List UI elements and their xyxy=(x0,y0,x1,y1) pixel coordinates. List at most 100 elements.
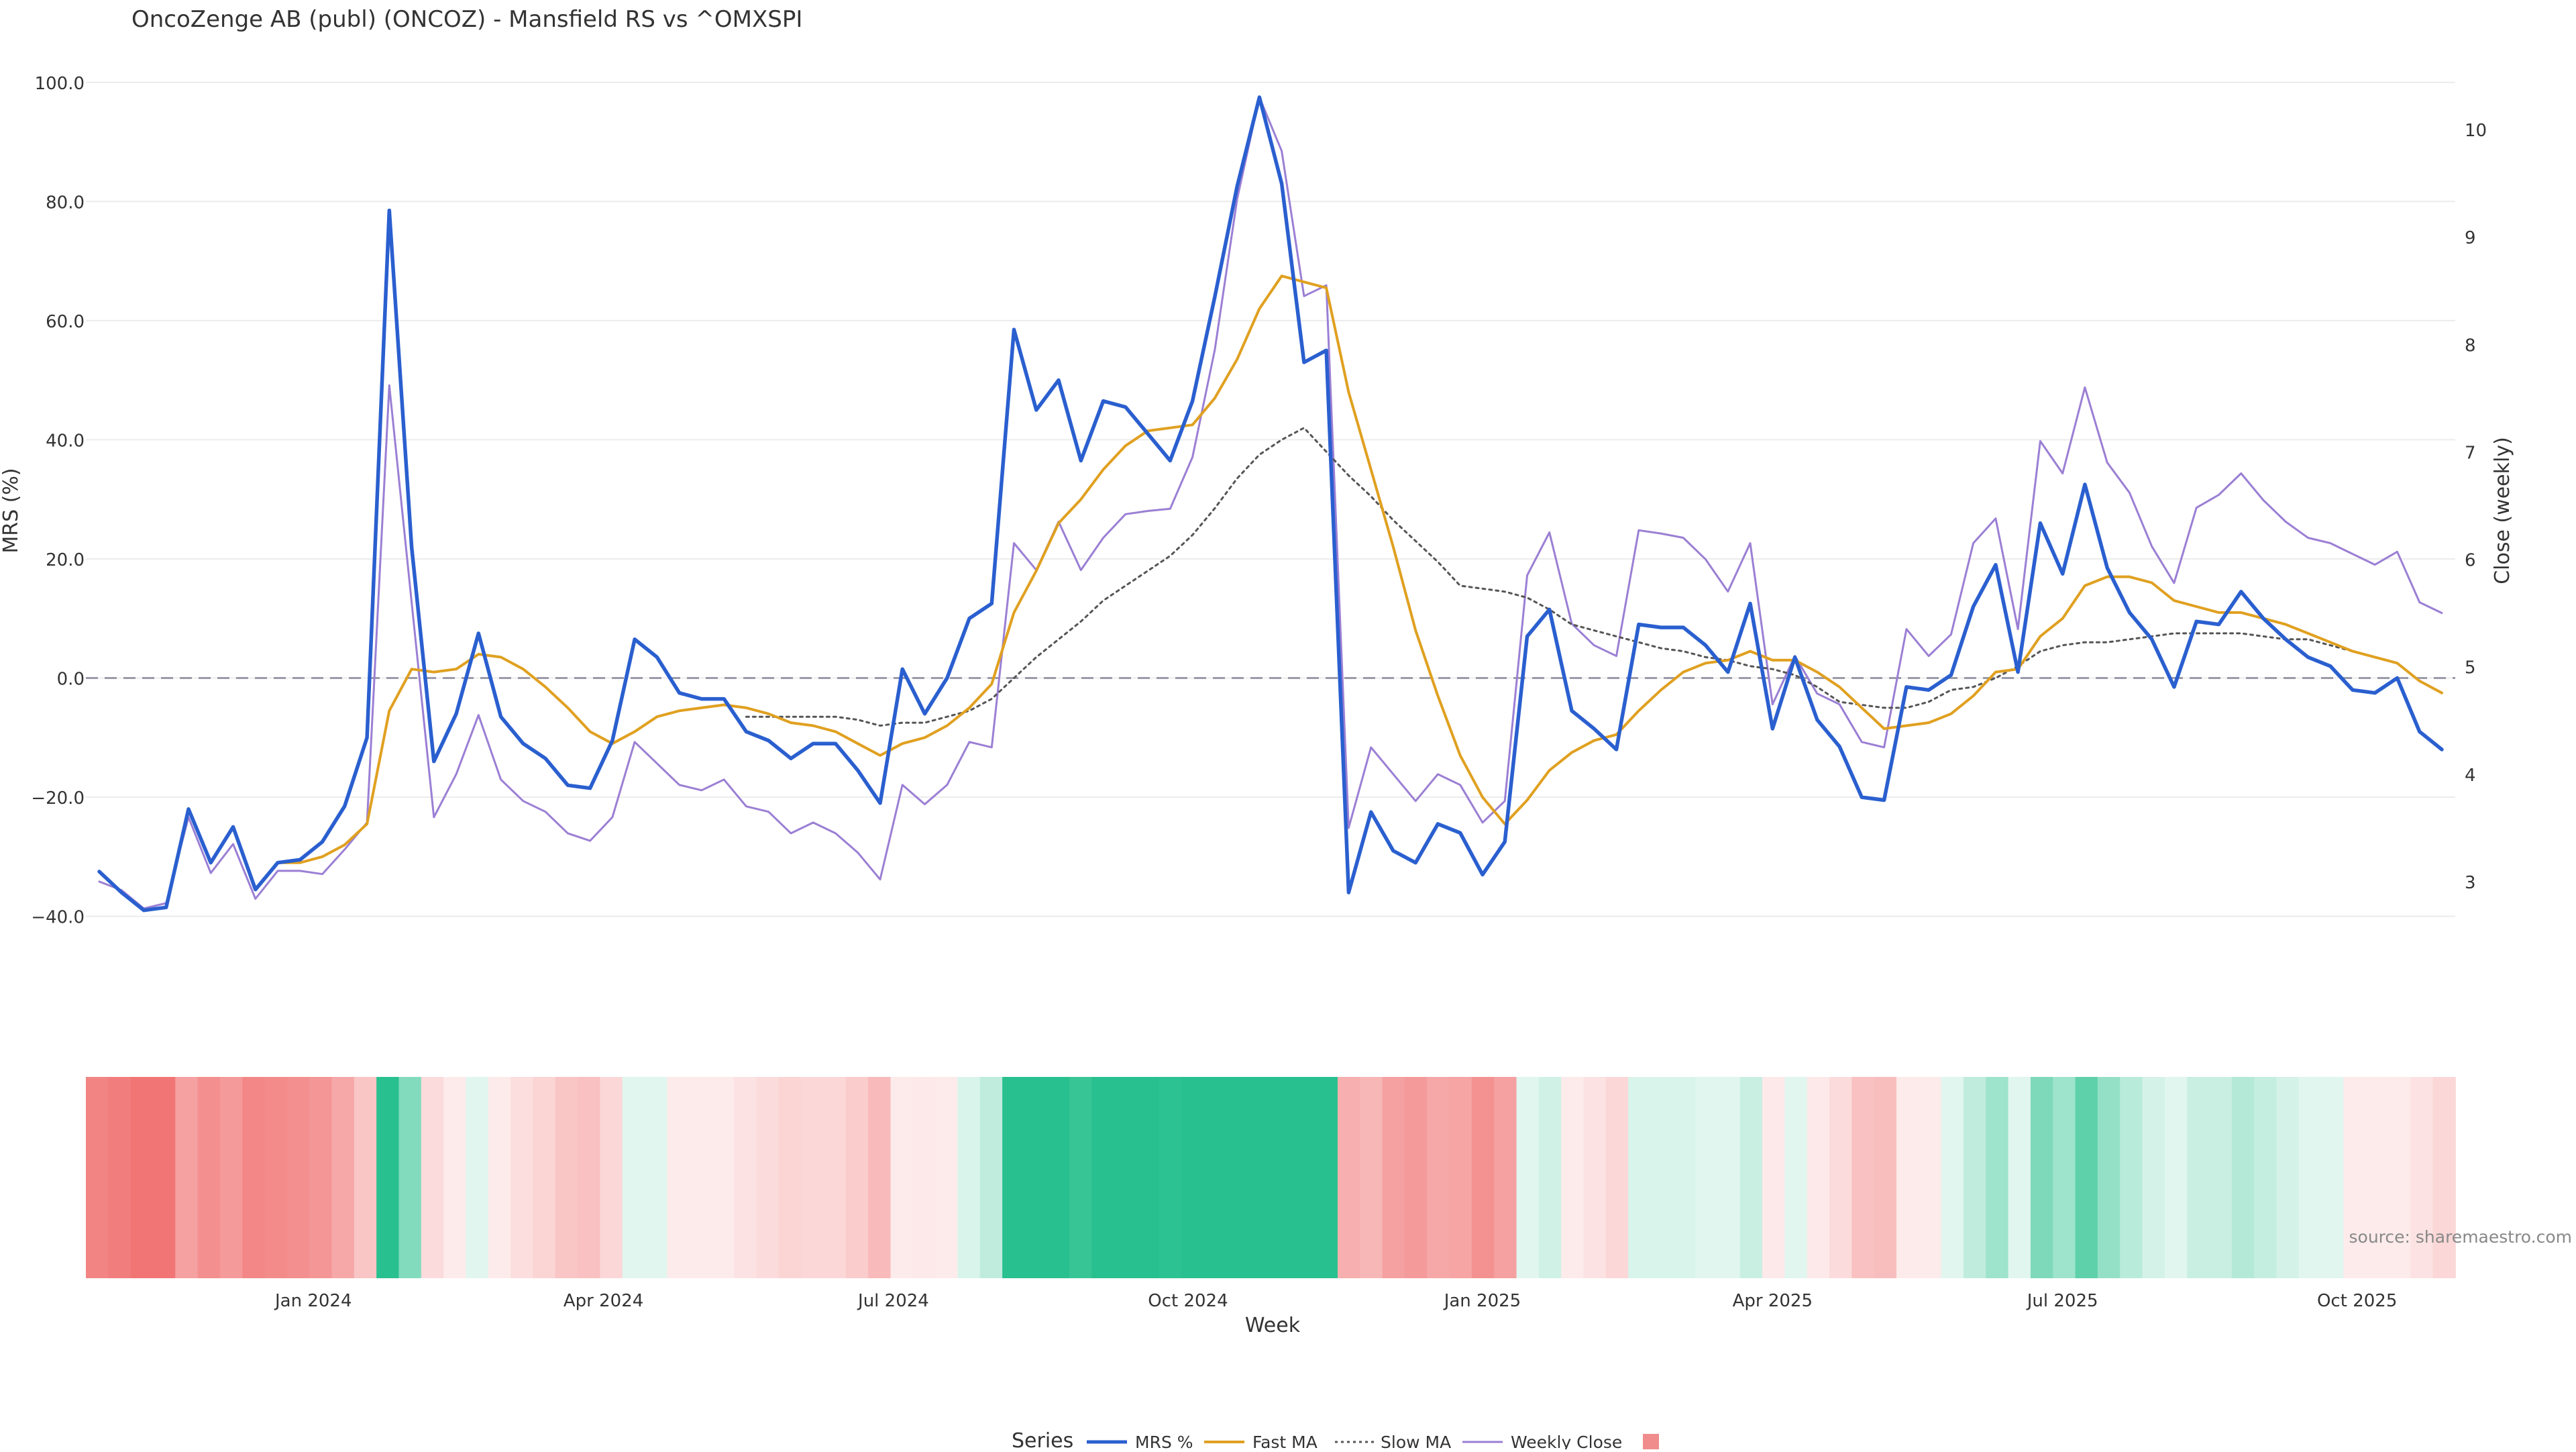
legend: Series MRS % Fast MA Slow MA Weekly Clos… xyxy=(1012,1429,1659,1452)
rs-band-cell-8 xyxy=(264,1077,288,1278)
x-tick-0: Jan 2024 xyxy=(274,1291,352,1311)
rs-band-cell-52 xyxy=(1248,1077,1271,1278)
rs-band-cell-37 xyxy=(912,1077,936,1278)
rs-band-cell-73 xyxy=(1717,1077,1741,1278)
chart-title: OncoZenge AB (publ) (ONCOZ) - Mansfield … xyxy=(131,6,802,33)
rs-band-cell-77 xyxy=(1807,1077,1830,1278)
rs-band-cell-38 xyxy=(935,1077,959,1278)
rs-band-cell-44 xyxy=(1069,1077,1093,1278)
rs-band-cell-31 xyxy=(778,1077,802,1278)
rs-band-cell-101 xyxy=(2343,1077,2367,1278)
rs-band-cell-85 xyxy=(1986,1077,2009,1278)
rs-band-cell-20 xyxy=(533,1077,556,1278)
series-line-mrs xyxy=(97,95,2444,913)
rs-band-cell-103 xyxy=(2388,1077,2412,1278)
rs-band-cell-30 xyxy=(756,1077,780,1278)
source-text: source: sharemaestro.com xyxy=(2349,1227,2573,1247)
rs-band-cell-94 xyxy=(2187,1077,2210,1278)
legend-item-fast-ma[interactable]: Fast MA xyxy=(1204,1433,1318,1452)
rs-band-cell-68 xyxy=(1605,1077,1629,1278)
rs-band-cell-45 xyxy=(1091,1077,1115,1278)
x-axis-label: Week xyxy=(1245,1314,1301,1337)
rs-band-cell-39 xyxy=(957,1077,981,1278)
rs-band-cell-51 xyxy=(1226,1077,1249,1278)
rs-band-cell-86 xyxy=(2008,1077,2031,1278)
rs-band-cell-100 xyxy=(2321,1077,2345,1278)
rs-band-cell-9 xyxy=(286,1077,311,1278)
rs-band-cell-72 xyxy=(1695,1077,1719,1278)
rs-band-cell-75 xyxy=(1762,1077,1786,1278)
rs-band-cell-11 xyxy=(331,1077,355,1278)
rs-band-cell-19 xyxy=(511,1077,534,1278)
rs-band-cell-60 xyxy=(1427,1077,1450,1278)
rs-band-cell-4 xyxy=(175,1077,199,1278)
rs-band-cell-83 xyxy=(1941,1077,1964,1278)
x-axis: Jan 2024 Apr 2024 Jul 2024 Oct 2024 Jan 2025… xyxy=(274,1291,2397,1311)
x-tick-1: Apr 2024 xyxy=(564,1291,643,1311)
rs-band-cell-89 xyxy=(2075,1077,2098,1278)
y-tick-right-5: 8 xyxy=(2465,335,2476,356)
rs-band-cell-65 xyxy=(1538,1077,1562,1278)
rs-band-cell-22 xyxy=(578,1077,601,1278)
y-tick-right-3: 6 xyxy=(2465,551,2476,571)
rs-band-cell-105 xyxy=(2432,1077,2456,1278)
rs-band-cell-82 xyxy=(1919,1077,1942,1278)
rs-band-cell-90 xyxy=(2097,1077,2121,1278)
rs-band-cell-27 xyxy=(689,1077,712,1278)
rs-band-cell-104 xyxy=(2410,1077,2434,1278)
y-tick-left-7: 100.0 xyxy=(35,74,85,94)
legend-item-rs-band[interactable] xyxy=(1643,1434,1659,1450)
rs-band-cell-41 xyxy=(1002,1077,1026,1278)
rs-band-cell-66 xyxy=(1561,1077,1585,1278)
y-tick-right-7: 10 xyxy=(2465,121,2487,141)
y-tick-right-4: 7 xyxy=(2465,443,2476,463)
rs-band-cell-23 xyxy=(600,1077,623,1278)
rs-band-cell-21 xyxy=(555,1077,578,1278)
y-axis-left: −40.0 −20.0 0.0 20.0 40.0 60.0 80.0 100.0 xyxy=(31,74,85,928)
rs-band-cell-80 xyxy=(1874,1077,1897,1278)
y-axis-right-label: Close (weekly) xyxy=(2491,437,2514,584)
rs-band-cell-13 xyxy=(376,1077,400,1278)
legend-item-mrs[interactable]: MRS % xyxy=(1087,1433,1193,1452)
rs-band-cell-59 xyxy=(1404,1077,1428,1278)
rs-band-cell-0 xyxy=(86,1077,109,1278)
rs-band-cell-46 xyxy=(1114,1077,1137,1278)
rs-band-cell-53 xyxy=(1271,1077,1294,1278)
y-axis-right: 3 4 5 6 7 8 9 10 xyxy=(2465,121,2487,893)
rs-band-cell-10 xyxy=(309,1077,333,1278)
rs-band-cell-96 xyxy=(2231,1077,2255,1278)
y-tick-left-6: 80.0 xyxy=(46,193,85,213)
rs-band-cell-1 xyxy=(108,1077,131,1278)
rs-band-cell-76 xyxy=(1784,1077,1808,1278)
legend-title: Series xyxy=(1012,1429,1073,1449)
rs-band-cell-54 xyxy=(1293,1077,1316,1278)
rs-band-cell-18 xyxy=(488,1077,511,1278)
rs-band-cell-43 xyxy=(1046,1077,1070,1278)
y-tick-left-1: −20.0 xyxy=(31,788,85,809)
y-tick-right-6: 9 xyxy=(2465,228,2476,248)
rs-band-cell-6 xyxy=(219,1077,244,1278)
rs-band-cell-98 xyxy=(2276,1077,2300,1278)
rs-band-cell-55 xyxy=(1315,1077,1338,1278)
rs-band-cell-40 xyxy=(979,1077,1003,1278)
rs-band-cell-93 xyxy=(2164,1077,2188,1278)
legend-item-weekly-close[interactable]: Weekly Close xyxy=(1462,1433,1622,1452)
rs-band-cell-84 xyxy=(1963,1077,1987,1278)
y-tick-left-0: −40.0 xyxy=(31,908,85,928)
rs-heat-band xyxy=(86,1077,2456,1278)
rs-band-cell-12 xyxy=(354,1077,377,1278)
rs-band-cell-71 xyxy=(1672,1077,1696,1278)
rs-band-cell-29 xyxy=(734,1077,757,1278)
rs-band-cell-92 xyxy=(2142,1077,2165,1278)
x-tick-2: Jul 2024 xyxy=(857,1291,929,1311)
rs-band-cell-24 xyxy=(622,1077,645,1278)
x-tick-3: Oct 2024 xyxy=(1148,1291,1228,1311)
y-tick-right-1: 4 xyxy=(2465,766,2476,786)
rs-band-cell-35 xyxy=(868,1077,892,1278)
y-tick-left-5: 60.0 xyxy=(46,312,85,332)
gridlines xyxy=(86,81,2455,917)
y-tick-right-0: 3 xyxy=(2465,873,2476,893)
rs-band-cell-70 xyxy=(1650,1077,1674,1278)
legend-item-slow-ma[interactable]: Slow MA xyxy=(1335,1433,1451,1452)
rs-band-cell-58 xyxy=(1382,1077,1405,1278)
